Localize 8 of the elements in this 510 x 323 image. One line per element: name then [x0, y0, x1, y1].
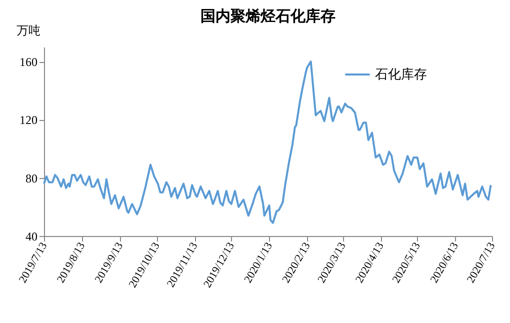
chart-title: 国内聚烯烃石化库存: [200, 7, 336, 25]
line-series: [43, 60, 492, 224]
y-axis-title: 万吨: [16, 24, 40, 38]
y-tick-label: 120: [20, 113, 38, 128]
y-tick-label: 40: [26, 230, 38, 244]
legend-label: 石化库存: [375, 68, 427, 82]
y-tick-label: 80: [26, 171, 38, 186]
y-tick-label: 160: [20, 55, 38, 70]
